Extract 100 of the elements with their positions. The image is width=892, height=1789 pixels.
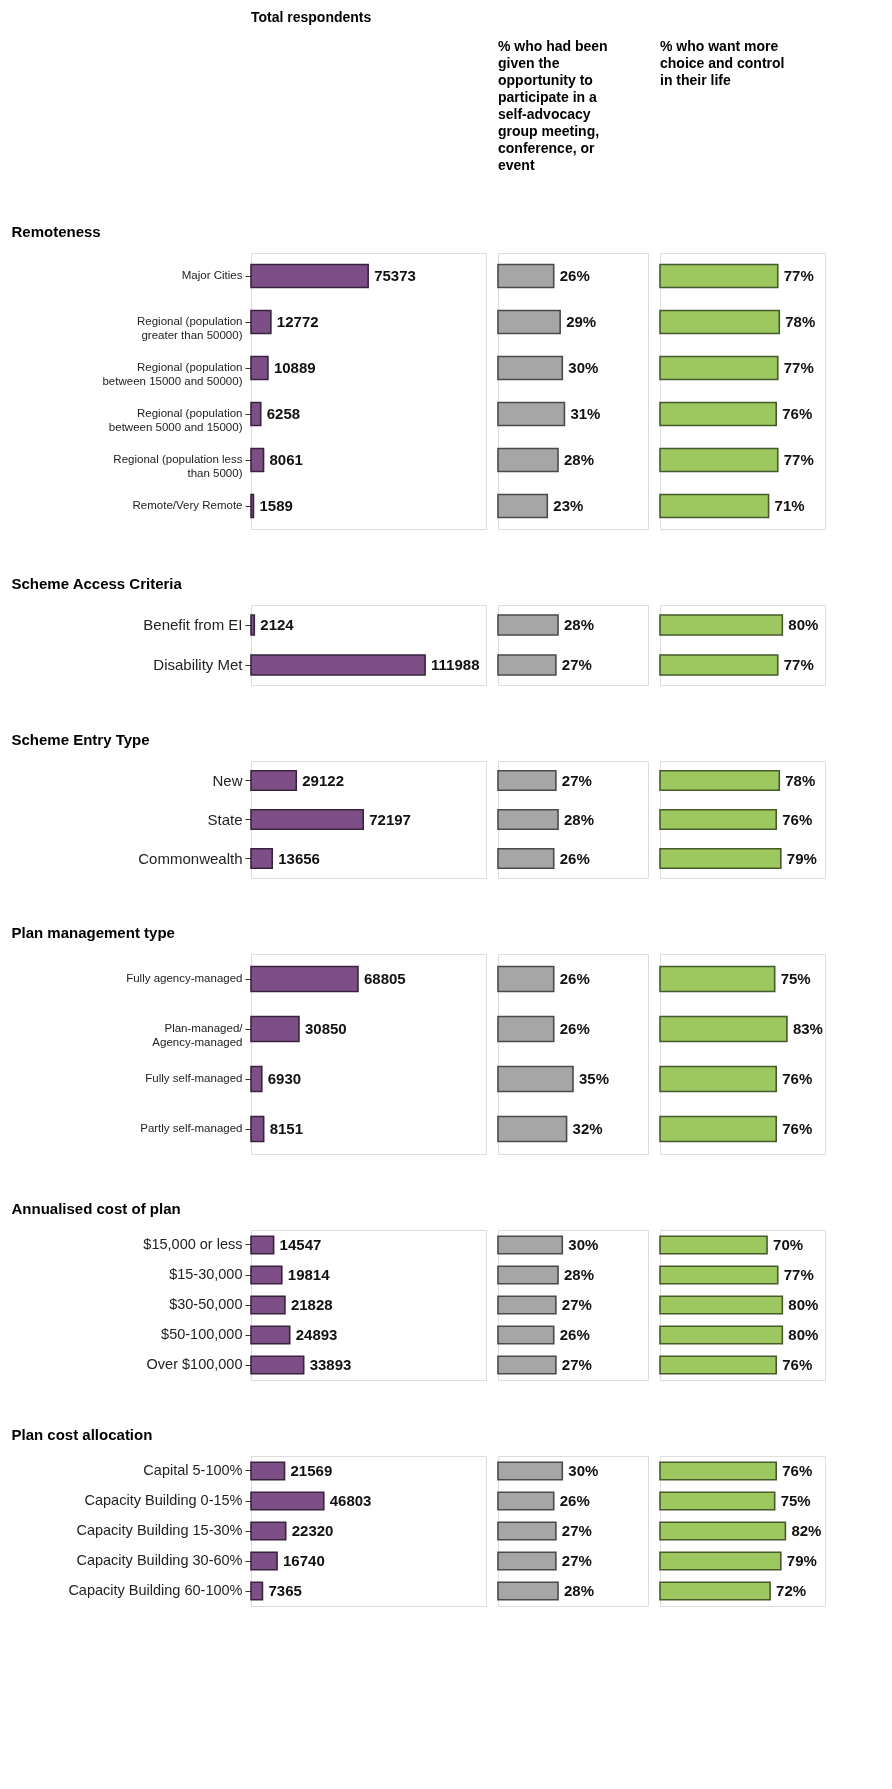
- y-tick-label: Benefit from EI: [143, 616, 243, 633]
- bar: [250, 1015, 300, 1043]
- bar: [659, 1491, 776, 1511]
- data-label: 33893: [309, 1356, 352, 1373]
- bar: [250, 1115, 265, 1143]
- y-axis-title: Remoteness: [11, 222, 101, 240]
- data-label: 26%: [559, 1020, 590, 1037]
- data-label: 72%: [776, 1582, 807, 1599]
- bar: [497, 1581, 559, 1601]
- data-label: 75%: [780, 970, 811, 987]
- data-label: 28%: [564, 616, 595, 633]
- bar: [250, 1355, 305, 1375]
- data-label: 19814: [287, 1266, 331, 1283]
- data-label: 68805: [363, 970, 406, 987]
- data-label: 30%: [568, 1462, 599, 1479]
- y-axis-title: Plan management type: [11, 923, 175, 941]
- bar: [250, 447, 265, 473]
- data-label: 27%: [561, 1296, 592, 1313]
- bar: [497, 447, 559, 473]
- data-label: 77%: [783, 359, 814, 376]
- data-label: 77%: [783, 451, 814, 468]
- bar: [497, 1265, 559, 1285]
- bar: [250, 1265, 283, 1285]
- bar: [497, 263, 555, 289]
- y-tick-label: Regional (population greater than 50000): [137, 315, 243, 341]
- data-label: 27%: [561, 656, 592, 673]
- data-label: 6930: [267, 1070, 302, 1087]
- y-axis-title: Plan cost allocation: [11, 1425, 153, 1443]
- bar: [250, 493, 255, 519]
- data-label: 111988: [431, 656, 480, 673]
- data-label: 80%: [788, 1296, 819, 1313]
- bar: [250, 309, 272, 335]
- y-tick-label: Over $100,000: [146, 1356, 243, 1372]
- data-label: 31%: [570, 405, 601, 422]
- data-label: 75373: [374, 267, 416, 284]
- data-label: 27%: [561, 771, 592, 789]
- data-label: 35%: [579, 1070, 610, 1087]
- data-label: 77%: [783, 1266, 814, 1283]
- data-label: 27%: [561, 1552, 592, 1569]
- data-label: 13656: [278, 849, 320, 867]
- y-axis-title: Scheme Entry Type: [11, 730, 150, 748]
- data-label: 76%: [782, 405, 813, 422]
- data-label: 32%: [572, 1120, 603, 1137]
- bar: [250, 1065, 263, 1093]
- chart-title: % who want more choice and control in their life: [660, 38, 785, 88]
- data-label: 71%: [774, 497, 805, 514]
- data-label: 24893: [295, 1326, 338, 1343]
- bar: [497, 1235, 564, 1255]
- data-label: 28%: [564, 1582, 595, 1599]
- data-label: 16740: [283, 1552, 325, 1569]
- chart-title: % who had been given the opportunity to participate in a self-advocacy group meeting, conference, or event: [498, 38, 608, 173]
- data-label: 30%: [568, 359, 599, 376]
- y-tick-label: Plan-managed/ Agency-managed: [152, 1022, 244, 1048]
- y-tick-label: Capacity Building 0-15%: [84, 1492, 243, 1508]
- data-label: 21569: [290, 1462, 333, 1479]
- y-tick-label: $30-50,000: [169, 1296, 243, 1312]
- data-label: 83%: [792, 1020, 823, 1037]
- bar: [659, 1461, 778, 1481]
- bar: [659, 309, 781, 335]
- data-label: 79%: [786, 1552, 817, 1569]
- data-label: 23%: [553, 497, 584, 514]
- y-tick-label: Fully self-managed: [145, 1072, 243, 1084]
- bar: [250, 1491, 325, 1511]
- y-tick-label: Partly self-managed: [140, 1122, 243, 1134]
- data-label: 26%: [559, 1492, 590, 1509]
- data-label: 78%: [785, 771, 816, 789]
- data-label: 77%: [783, 267, 814, 284]
- y-tick-label: $15,000 or less: [143, 1236, 243, 1252]
- bar: [250, 1325, 291, 1345]
- data-label: 22320: [291, 1522, 334, 1539]
- y-tick-label: Capacity Building 30-60%: [76, 1552, 243, 1568]
- bar: [497, 1551, 557, 1571]
- y-tick-label: Capital 5-100%: [143, 1462, 243, 1478]
- data-label: 7365: [268, 1582, 302, 1599]
- bar: [497, 355, 564, 381]
- data-label: 27%: [561, 1356, 592, 1373]
- y-tick-label: Capacity Building 15-30%: [76, 1522, 243, 1538]
- data-label: 46803: [329, 1492, 372, 1509]
- data-label: 10889: [273, 359, 316, 376]
- data-label: 76%: [782, 1462, 813, 1479]
- y-tick-label: Remote/Very Remote: [132, 499, 243, 511]
- bar: [250, 263, 369, 289]
- bar: [250, 1581, 264, 1601]
- bar: [659, 401, 778, 427]
- bar: [659, 1521, 787, 1541]
- bar: [659, 447, 779, 473]
- y-tick-label: Regional (population between 5000 and 15000): [108, 407, 243, 433]
- data-label: 30850: [304, 1020, 347, 1037]
- bar: [497, 1491, 555, 1511]
- data-label: 29122: [302, 771, 344, 789]
- data-label: 8061: [269, 451, 303, 468]
- data-label: 76%: [782, 1070, 813, 1087]
- bar: [497, 1355, 557, 1375]
- bar: [250, 401, 262, 427]
- bar: [497, 1295, 557, 1315]
- data-label: 75%: [780, 1492, 811, 1509]
- data-label: 76%: [782, 1356, 813, 1373]
- data-label: 21828: [290, 1296, 333, 1313]
- data-label: 82%: [791, 1522, 822, 1539]
- data-label: 26%: [559, 849, 590, 867]
